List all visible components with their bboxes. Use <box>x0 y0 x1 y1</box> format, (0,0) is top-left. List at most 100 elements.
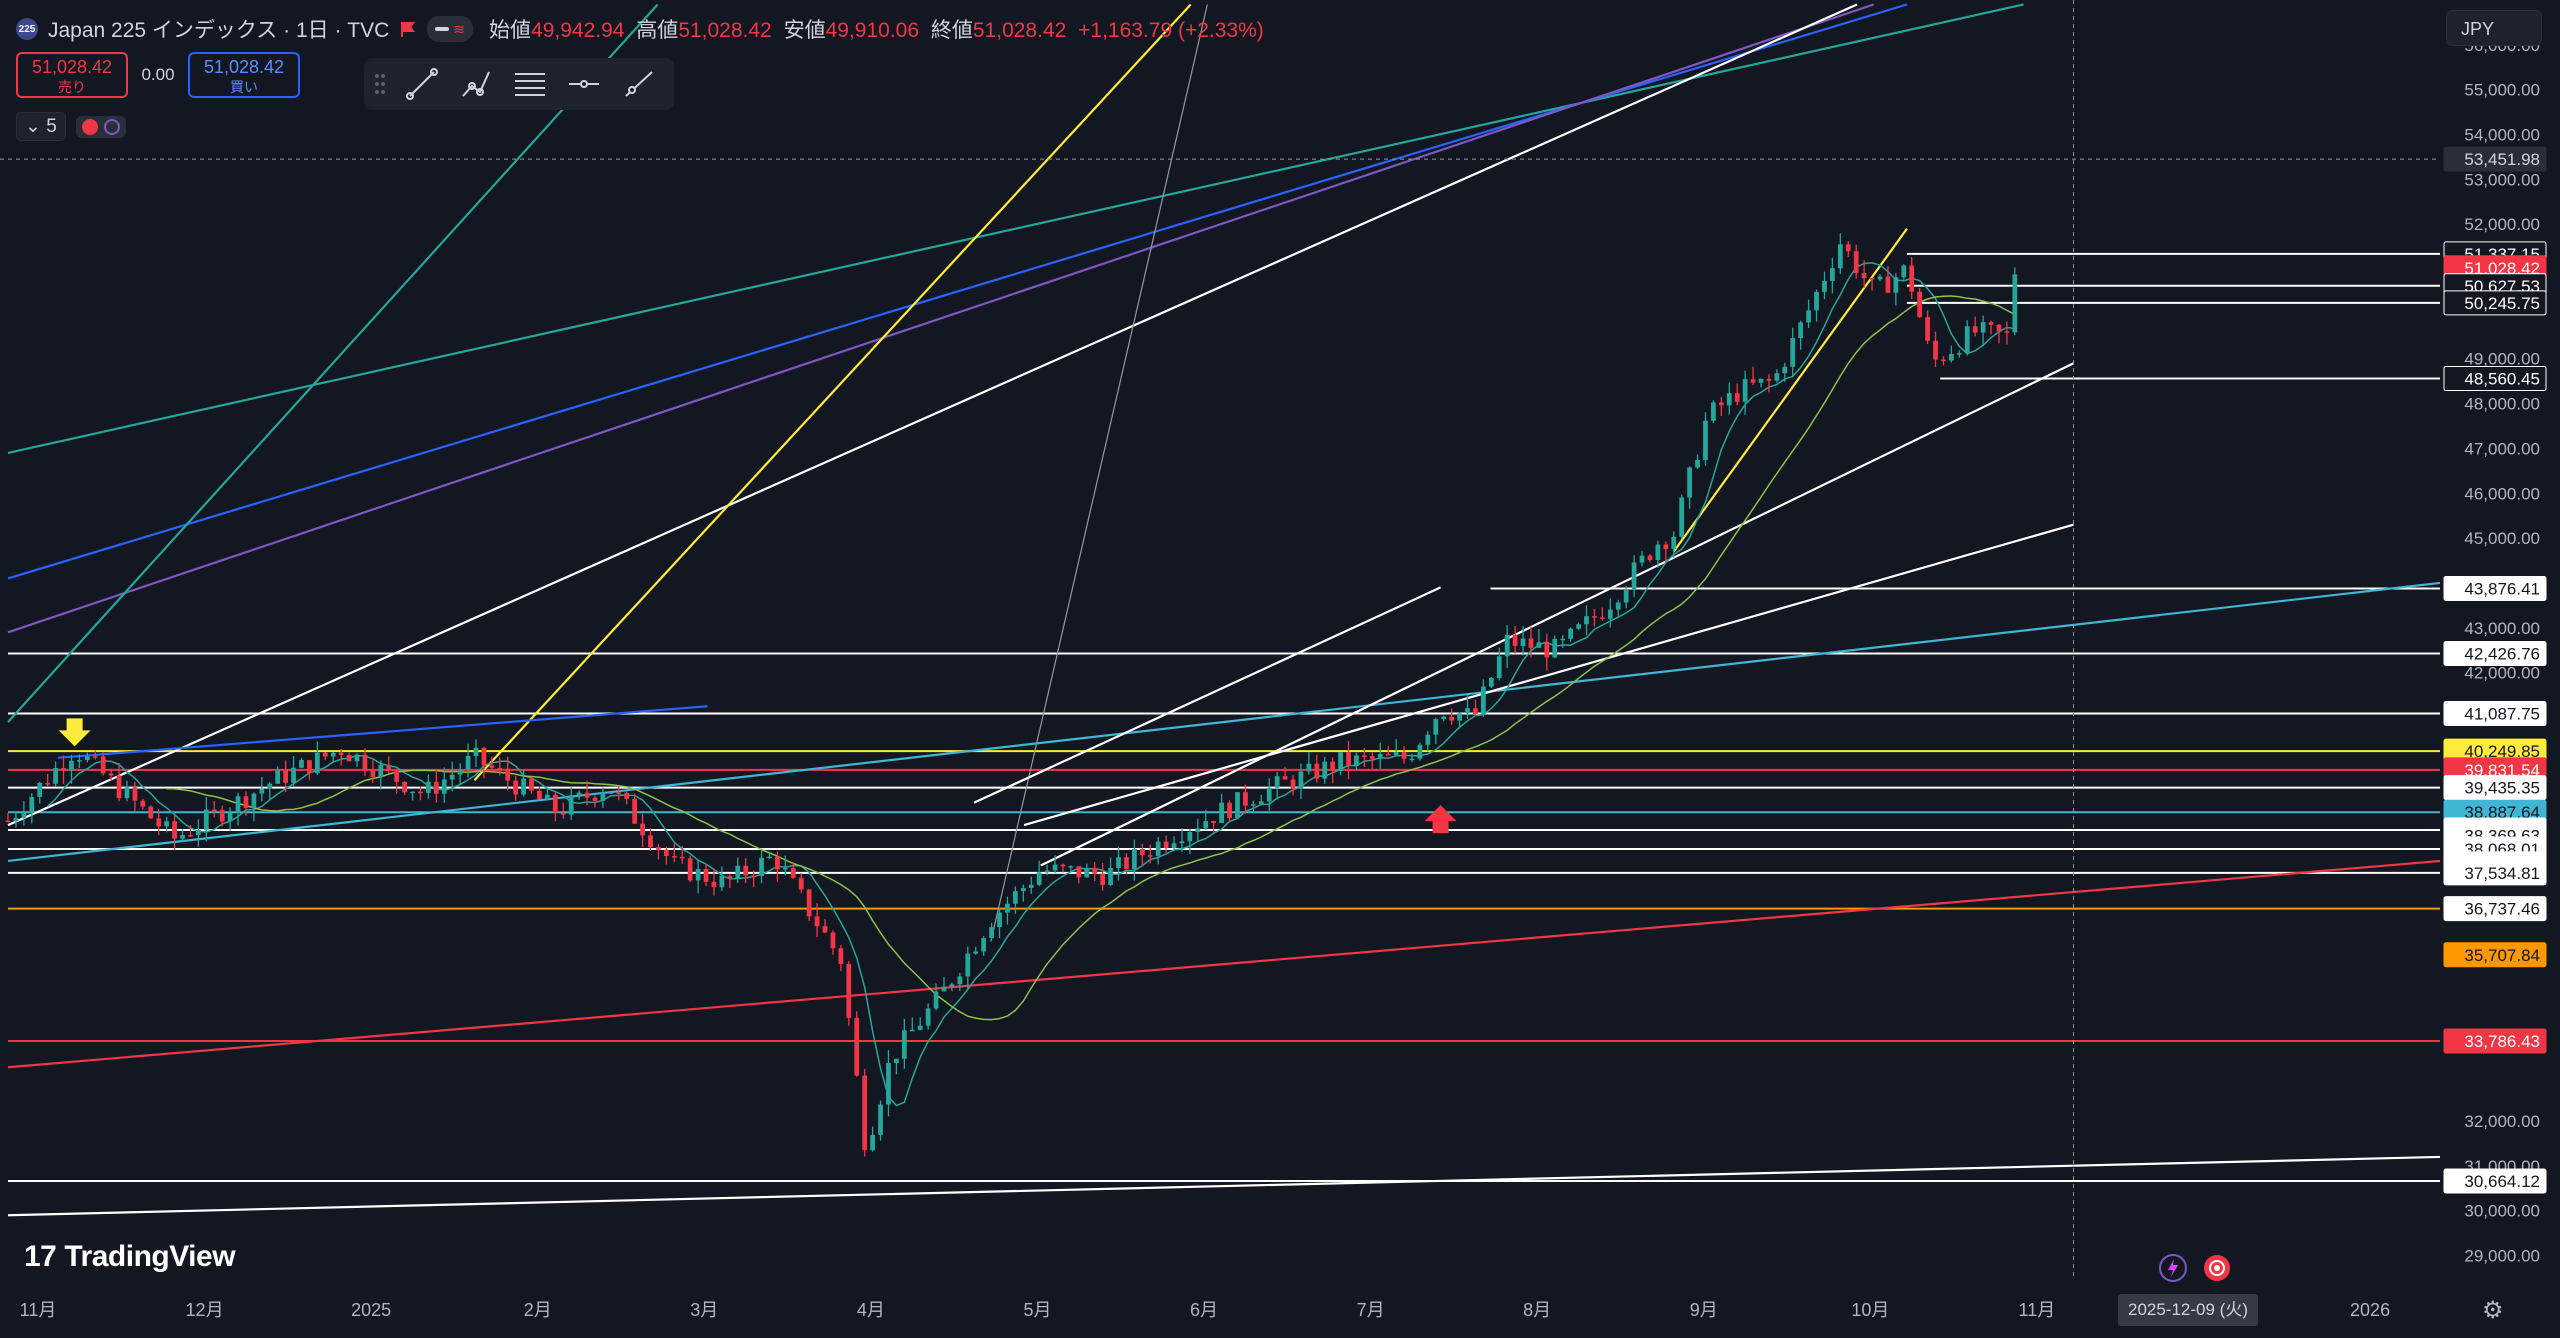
price-tag-label: 37,534.81 <box>2464 864 2540 883</box>
horizontal-line-tool-icon[interactable] <box>566 66 602 102</box>
chart-header: 225 Japan 225 インデックス · 1日 · TVC ≋ 始値49,9… <box>16 12 1264 46</box>
candle-body <box>299 760 304 768</box>
price-tag-label: 39,435.35 <box>2464 779 2540 798</box>
candle-body <box>1933 340 1938 360</box>
candle-body <box>1925 317 1930 341</box>
indicator-status[interactable] <box>75 115 126 138</box>
candle-body <box>140 800 146 807</box>
candle-body <box>560 812 566 815</box>
candle-body <box>576 792 582 796</box>
indicator-toggle[interactable]: ⌄ 5 <box>16 112 66 141</box>
candle-body <box>1473 708 1478 714</box>
price-tag-bg <box>2443 860 2547 886</box>
lightning-icon[interactable] <box>2158 1253 2188 1283</box>
trendline <box>973 586 1442 804</box>
price-tag-label: 48,560.45 <box>2464 369 2540 388</box>
candle-body <box>870 1134 875 1151</box>
candle-body <box>1520 638 1526 646</box>
price-tag-label: 43,876.41 <box>2464 579 2540 598</box>
candle-body <box>1830 268 1835 281</box>
buy-button[interactable]: 51,028.42 買い <box>188 52 300 98</box>
y-tick-label: 30,000.00 <box>2464 1202 2540 1221</box>
candle-body <box>854 1017 860 1076</box>
path-tool-icon[interactable] <box>458 66 494 102</box>
candle-body <box>1750 379 1756 383</box>
x-tick-label: 3月 <box>690 1300 718 1320</box>
candle-body <box>814 916 820 927</box>
arrow-up-marker <box>1424 805 1457 834</box>
trendline <box>7 3 2024 454</box>
sync-icon <box>103 118 120 135</box>
candle-body <box>1266 787 1272 802</box>
flag-icon[interactable] <box>399 20 417 38</box>
visibility-toggle[interactable]: ≋ <box>427 16 474 42</box>
fib-tool-icon[interactable] <box>512 66 548 102</box>
candle-body <box>1885 276 1891 293</box>
candle-body <box>1322 761 1328 779</box>
candle-body <box>1481 686 1486 714</box>
candle-body <box>671 856 677 858</box>
record-icon[interactable] <box>2202 1253 2232 1283</box>
drag-handle-icon[interactable] <box>374 72 386 96</box>
candle-body <box>1552 638 1558 658</box>
candle-body <box>1663 544 1669 550</box>
candle-body <box>782 867 788 870</box>
candle-body <box>370 770 376 777</box>
candle-body <box>1512 634 1518 646</box>
candle-body <box>45 782 51 785</box>
candle-body <box>346 754 352 762</box>
candle-body <box>267 783 273 789</box>
candle-body <box>1814 291 1819 311</box>
candle-body <box>180 835 185 839</box>
candle-body <box>394 769 400 782</box>
settings-gear-icon[interactable]: ⚙ <box>2482 1297 2504 1324</box>
candle-body <box>1822 280 1827 292</box>
candle-body <box>1488 677 1494 687</box>
trade-panel: 51,028.42 売り 0.00 51,028.42 買い <box>16 52 300 98</box>
candle-body <box>1734 393 1740 402</box>
candle-body <box>441 779 447 794</box>
candle-body <box>751 875 757 878</box>
sell-label: 売り <box>58 79 86 95</box>
candle-body <box>92 756 98 758</box>
candle-body <box>925 1008 931 1026</box>
candle-body <box>195 829 201 836</box>
candle-body <box>1211 821 1217 824</box>
sell-button[interactable]: 51,028.42 売り <box>16 52 128 98</box>
candle-body <box>21 812 27 818</box>
symbol-badge[interactable]: 225 <box>16 18 38 40</box>
candle-body <box>1084 867 1090 878</box>
chart-title[interactable]: Japan 225 インデックス · 1日 · TVC <box>48 19 390 42</box>
trendline <box>7 859 2441 1069</box>
candle-body <box>378 764 384 777</box>
logo-text: TradingView <box>64 1240 236 1273</box>
x-tick-label: 2025 <box>351 1300 391 1320</box>
candle-body <box>949 984 955 987</box>
candle-body <box>418 791 423 794</box>
candle-body <box>1465 708 1470 714</box>
candle-body <box>1044 870 1050 873</box>
candle-body <box>188 835 193 837</box>
candle-body <box>291 767 296 783</box>
ray-tool-icon[interactable] <box>620 66 656 102</box>
candle-body <box>219 809 225 822</box>
candle-body <box>600 792 606 801</box>
candle-body <box>592 797 598 801</box>
candle-body <box>1401 752 1407 759</box>
candle-body <box>822 926 828 933</box>
candle-body <box>759 857 764 877</box>
drawing-toolbar <box>364 58 674 110</box>
candle-body <box>108 773 114 776</box>
candle-body <box>1560 638 1566 641</box>
open-label: 始値 <box>489 19 532 42</box>
y-axis-bg <box>2440 0 2560 1338</box>
candle-body <box>211 809 217 812</box>
price-tag-bg <box>2443 290 2547 316</box>
trendline-tool-icon[interactable] <box>404 66 440 102</box>
currency-selector[interactable]: JPY <box>2446 10 2542 46</box>
candle-body <box>1853 251 1859 273</box>
candle-body <box>735 865 741 879</box>
candle-body <box>1100 873 1106 885</box>
candle-body <box>917 1025 923 1030</box>
